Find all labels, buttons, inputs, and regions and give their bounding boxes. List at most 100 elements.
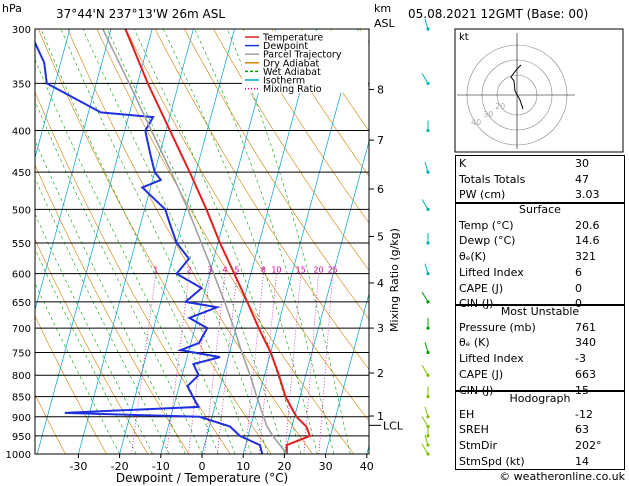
indices-table: K 30 Totals Totals 47 PW (cm) 3.03 (455, 156, 625, 203)
km-tick-label: 7 (377, 134, 384, 147)
wind-barb-dot (426, 272, 430, 276)
index-row: Totals Totals 47 (459, 172, 589, 186)
mu-row: Lifted Index -3 (459, 352, 586, 366)
isotherm-line (325, 292, 369, 454)
mixing-ratio-line (188, 273, 211, 454)
wind-barb (424, 18, 429, 30)
pressure-tick-label: 800 (12, 371, 31, 382)
wind-barb-dot (426, 434, 430, 438)
km-tick-label: 4 (377, 277, 384, 290)
hodograph-trace (510, 64, 524, 110)
wind-barb-dot (426, 81, 430, 86)
hodograph-ring-label: 30 (483, 110, 493, 119)
hodograph-params-table: Hodograph EH -12 SREH 63 StmDir 202° StmSpd… (455, 391, 625, 470)
temp-tick-label: 30 (319, 460, 333, 473)
legend-label: Dry Adiabat (263, 58, 320, 69)
surface-row: Temp (°C) 20.6 (459, 218, 600, 232)
dry-adiabat-line (38, 29, 272, 454)
pressure-tick-label: 600 (12, 270, 31, 281)
location-title: 37°44'N 237°13'W 26m ASL (56, 7, 225, 21)
surface-table: Surface Temp (°C) 20.6 Dewp (°C) 14.6 θₑ(K… (455, 202, 625, 312)
mixing-ratio-line (131, 273, 157, 454)
pressure-tick-label: 550 (12, 239, 31, 250)
hodo-row: StmDir 202° (459, 439, 602, 453)
mixing-ratio-line (166, 273, 190, 454)
temp-tick-label: 10 (236, 460, 250, 473)
series-parcel-trajectory-line (102, 29, 288, 454)
temp-tick-label: 20 (277, 460, 291, 473)
indices-box (455, 155, 625, 204)
wind-barb-dot (426, 373, 430, 377)
pressure-tick-label: 300 (12, 25, 31, 36)
mu-row: θₑ (K) 340 (459, 336, 596, 350)
wind-barb-dot (426, 326, 430, 330)
pressure-tick-label: 350 (12, 79, 31, 90)
surface-row: θₑ(K) 321 (459, 250, 596, 264)
asl-label: ASL (374, 17, 396, 30)
pressure-tick-label: 750 (12, 348, 31, 359)
dry-adiabat-line (154, 29, 369, 370)
wind-barb-dot (426, 452, 430, 456)
dry-adiabat-line (213, 29, 369, 271)
isotherm-line (78, 29, 194, 454)
km-label: km (374, 2, 391, 15)
hpa-label: hPa (2, 2, 22, 15)
wind-barb (421, 443, 429, 455)
index-row: PW (cm) 3.03 (459, 188, 600, 202)
wind-barb-dot (426, 27, 430, 31)
surface-row: Dewp (°C) 14.6 (459, 234, 600, 248)
wind-barb (421, 73, 429, 84)
mixing-ratio-line (258, 273, 277, 454)
wind-barb-dot (426, 424, 430, 429)
hodo-row: EH -12 (459, 407, 593, 421)
wind-barb-dot (426, 300, 430, 304)
temp-tick-label: -20 (111, 460, 129, 473)
km-tick-label: 2 (377, 367, 384, 380)
wind-barb-dot (426, 350, 430, 355)
surface-title: Surface (519, 203, 561, 216)
isotherm-line (284, 140, 369, 454)
wind-barb-dot (426, 395, 430, 399)
pressure-tick-label: 450 (12, 168, 31, 179)
isotherm-line (35, 29, 71, 159)
mixing-ratio-label: 20 (313, 266, 323, 275)
axis-labels: 3003504004505005506006507007508008509009… (6, 25, 404, 473)
mixing-ratio-label: 5 (235, 266, 240, 275)
surface-row: Lifted Index 6 (459, 265, 582, 279)
wind-barb (424, 263, 429, 274)
temp-tick-label: -30 (69, 460, 87, 473)
wind-barb-dot (426, 170, 430, 174)
hodograph-ring-label: 40 (471, 118, 481, 127)
most-unstable-box (455, 304, 625, 392)
wind-barb-dot (426, 241, 430, 245)
hodo-row: SREH 63 (459, 423, 589, 437)
km-tick-label: 3 (377, 322, 384, 335)
wind-barb (424, 406, 429, 417)
wind-barb (421, 416, 429, 427)
pressure-tick-label: 850 (12, 393, 31, 404)
dry-adiabat-line (67, 29, 313, 454)
dry-adiabat-line (35, 91, 231, 454)
series-dewpoint-line (35, 40, 264, 454)
km-tick-label: 5 (377, 230, 384, 243)
hodograph-params-title: Hodograph (509, 392, 571, 405)
dry-adiabat-line (35, 393, 66, 454)
profile-lines (35, 29, 312, 454)
km-tick-label: 6 (377, 183, 384, 196)
dry-adiabat-line (35, 315, 107, 454)
wind-barb (421, 199, 429, 210)
dry-adiabat-line (35, 238, 149, 454)
series-temperature-line (124, 29, 312, 454)
dry-adiabat-line (35, 164, 190, 454)
dry-adiabat-line (96, 29, 355, 454)
pressure-tick-label: 900 (12, 413, 31, 424)
temp-tick-label: -10 (152, 460, 170, 473)
x-axis-title: Dewpoint / Temperature (°C) (116, 471, 288, 485)
mixing-ratio-line (318, 273, 334, 454)
legend-label: Temperature (262, 33, 323, 44)
wind-barb-dot (426, 128, 430, 133)
pressure-tick-label: 700 (12, 324, 31, 335)
wet-adiabat-line (40, 29, 236, 454)
